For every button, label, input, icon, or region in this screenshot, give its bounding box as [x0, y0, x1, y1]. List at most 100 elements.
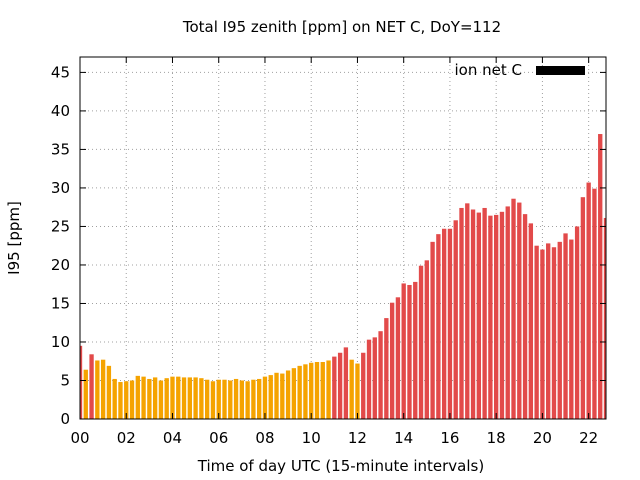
bar	[147, 378, 152, 419]
x-tick-label: 10	[302, 429, 321, 447]
bar	[274, 372, 279, 419]
bar	[517, 202, 522, 419]
bar	[193, 377, 198, 419]
bar	[170, 376, 175, 419]
legend-label: ion net C	[455, 61, 522, 79]
bar	[152, 377, 158, 419]
bar	[447, 228, 453, 419]
bar	[262, 376, 268, 419]
bar	[233, 378, 239, 419]
x-tick-label: 00	[70, 429, 89, 447]
y-tick-label: 25	[51, 217, 70, 235]
bar	[574, 226, 580, 419]
bar	[534, 245, 539, 419]
bar	[141, 376, 146, 419]
bar	[228, 380, 233, 419]
bar	[314, 362, 320, 419]
y-tick-label: 0	[60, 410, 70, 428]
y-tick-label: 45	[51, 63, 70, 81]
y-tick-label: 20	[51, 256, 70, 274]
bar	[436, 234, 441, 419]
bar	[332, 356, 337, 419]
bar	[413, 281, 418, 419]
bar	[80, 345, 83, 419]
y-tick-label: 30	[51, 179, 70, 197]
bar	[401, 283, 406, 419]
x-tick-label: 02	[117, 429, 136, 447]
x-tick-label: 04	[163, 429, 182, 447]
bar	[199, 378, 204, 419]
y-tick-label: 35	[51, 140, 70, 158]
bar	[459, 207, 464, 419]
bar	[378, 331, 383, 419]
bar	[366, 339, 372, 419]
y-axis-label: I95 [ppm]	[5, 201, 23, 275]
bar	[95, 360, 100, 419]
y-tick-label: 5	[60, 371, 70, 389]
x-tick-label: 16	[440, 429, 459, 447]
bar	[603, 217, 606, 419]
x-tick-label: 18	[487, 429, 506, 447]
bar	[384, 318, 389, 419]
bar	[546, 243, 551, 419]
y-tick-label: 40	[51, 102, 70, 120]
bar	[320, 362, 325, 419]
bar	[181, 377, 187, 419]
bar	[257, 378, 262, 419]
bar	[389, 302, 395, 419]
bar	[239, 380, 245, 419]
bar	[580, 197, 586, 419]
bar	[135, 375, 140, 419]
bar	[551, 247, 557, 419]
bar	[251, 379, 256, 419]
bar	[100, 359, 106, 419]
bar	[395, 297, 401, 419]
bar	[83, 369, 88, 419]
y-tick-label: 15	[51, 294, 70, 312]
bar	[216, 379, 221, 419]
bar	[355, 363, 360, 419]
bar	[309, 362, 314, 419]
bar	[430, 241, 435, 419]
bar	[557, 241, 562, 419]
bar	[124, 381, 129, 419]
legend-swatch	[536, 66, 585, 75]
bar	[418, 265, 424, 419]
bar	[291, 368, 297, 419]
bar	[563, 233, 568, 419]
bar	[303, 364, 308, 419]
x-tick-label: 20	[533, 429, 552, 447]
bar	[598, 134, 603, 419]
chart-title: Total I95 zenith [ppm] on NET C, DoY=112	[182, 18, 501, 36]
bar	[106, 365, 112, 419]
bar	[372, 337, 377, 419]
bar	[297, 365, 302, 419]
bars	[80, 134, 606, 419]
bar	[465, 203, 470, 419]
bar	[89, 354, 94, 419]
bar	[470, 209, 476, 419]
bar	[245, 381, 250, 419]
bar	[204, 379, 210, 419]
bar	[326, 360, 331, 419]
bar	[176, 376, 181, 419]
bar	[268, 375, 273, 419]
plot-frame	[79, 56, 607, 420]
bar	[453, 220, 458, 419]
bar	[494, 214, 499, 419]
bar	[540, 249, 545, 419]
bar	[349, 359, 354, 419]
bar	[511, 198, 516, 419]
bar	[343, 347, 349, 419]
bar	[210, 381, 216, 419]
bar	[441, 228, 447, 419]
bar	[129, 380, 135, 419]
bar	[488, 215, 493, 419]
bar	[569, 239, 574, 419]
x-tick-label: 14	[394, 429, 413, 447]
bar	[586, 182, 591, 419]
bar	[164, 378, 169, 419]
bar	[361, 352, 366, 419]
bar	[407, 284, 412, 419]
